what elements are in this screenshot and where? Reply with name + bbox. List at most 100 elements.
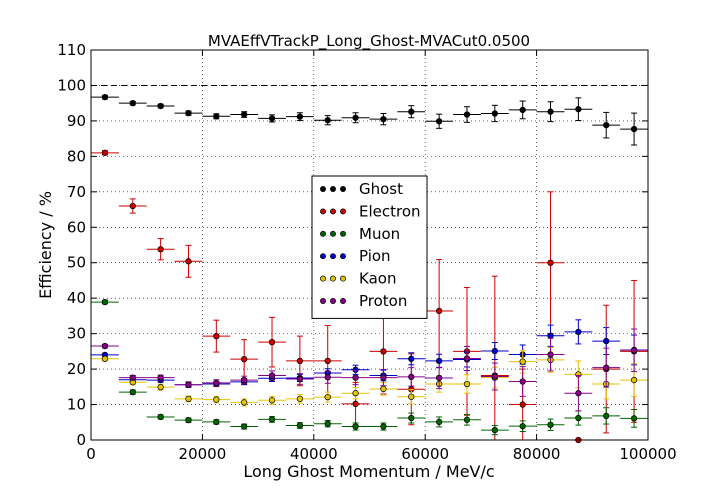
ghost-marker xyxy=(519,106,526,114)
legend-label-kaon: Kaon xyxy=(359,270,396,288)
series-ghost xyxy=(91,94,648,146)
kaon-point xyxy=(230,398,259,407)
electron-marker xyxy=(268,338,276,346)
y-tick-label: 70 xyxy=(67,183,86,201)
ghost-point xyxy=(285,112,314,122)
y-tick-label: 50 xyxy=(67,254,86,272)
proton-point xyxy=(202,379,231,387)
muon-marker xyxy=(101,298,109,306)
electron-marker xyxy=(101,149,109,156)
legend-marker-proton xyxy=(320,298,326,304)
muon-point xyxy=(146,413,175,421)
kaon-marker xyxy=(630,376,638,384)
legend-marker-proton xyxy=(340,298,346,304)
ghost-point xyxy=(564,97,593,122)
kaon-marker xyxy=(324,393,331,401)
proton-marker xyxy=(463,355,471,362)
muon-point xyxy=(369,422,398,431)
muon-marker xyxy=(463,416,471,423)
kaon-point xyxy=(341,387,370,400)
series-layer xyxy=(91,94,648,444)
muon-marker xyxy=(630,415,638,422)
legend-marker-electron xyxy=(320,208,326,215)
proton-marker xyxy=(435,374,443,382)
pion-marker xyxy=(408,355,415,362)
electron-point xyxy=(146,238,175,261)
muon-marker xyxy=(268,416,276,423)
kaon-point xyxy=(174,395,203,403)
legend-marker-kaon xyxy=(320,275,326,282)
proton-marker xyxy=(213,379,220,387)
y-tick-label: 100 xyxy=(57,76,86,94)
muon-marker xyxy=(380,423,387,430)
muon-point xyxy=(202,418,231,426)
legend-marker-electron xyxy=(340,208,346,215)
ghost-marker xyxy=(463,111,471,118)
electron-marker xyxy=(352,400,359,407)
ghost-point xyxy=(397,105,426,119)
y-tick-label: 0 xyxy=(76,431,86,449)
muon-marker xyxy=(296,422,304,429)
axes: 0 20000 40000 60000 80000 100000 0 10 20 30 40 50 60… xyxy=(57,41,676,463)
series-kaon xyxy=(91,346,648,407)
proton-marker xyxy=(157,374,164,381)
x-axis-label: Long Ghost Momentum / MeV/c xyxy=(243,462,494,481)
kaon-marker xyxy=(519,358,526,365)
proton-point xyxy=(480,362,509,391)
y-axis-label: Efficiency / % xyxy=(36,191,55,299)
electron-point xyxy=(230,339,259,380)
proton-point xyxy=(369,368,398,387)
y-tick-label: 40 xyxy=(67,289,86,307)
series-muon xyxy=(91,298,648,436)
proton-point xyxy=(620,328,648,373)
proton-marker xyxy=(324,374,331,381)
pion-marker xyxy=(575,328,582,336)
legend-marker-kaon xyxy=(340,275,346,282)
proton-marker xyxy=(519,378,526,385)
muon-point xyxy=(620,409,648,428)
pion-point xyxy=(397,352,426,366)
kaon-point xyxy=(285,394,314,404)
proton-marker xyxy=(101,342,109,350)
muon-point xyxy=(564,410,593,426)
legend-marker-pion xyxy=(340,253,346,260)
proton-point xyxy=(91,342,119,350)
kaon-point xyxy=(258,395,286,405)
electron-marker xyxy=(296,357,304,365)
ghost-point xyxy=(453,106,481,123)
proton-marker xyxy=(129,374,136,381)
legend-box xyxy=(311,175,428,319)
electron-marker xyxy=(547,259,554,266)
ghost-marker xyxy=(352,114,359,121)
legend-marker-muon xyxy=(320,230,326,237)
proton-marker xyxy=(491,373,498,380)
proton-point xyxy=(313,370,342,384)
ghost-point xyxy=(620,112,648,146)
ghost-point xyxy=(146,102,175,110)
legend-label-pion: Pion xyxy=(359,247,391,265)
electron-marker xyxy=(185,258,192,265)
proton-marker xyxy=(575,390,582,397)
ghost-point xyxy=(230,111,259,118)
legend-marker-ghost xyxy=(320,186,326,192)
ghost-marker xyxy=(268,115,276,122)
proton-point xyxy=(258,370,286,381)
proton-marker xyxy=(603,364,610,371)
muon-marker xyxy=(241,423,248,430)
kaon-point xyxy=(313,391,342,403)
muon-point xyxy=(341,422,370,431)
electron-point xyxy=(258,316,286,368)
muon-point xyxy=(118,388,147,396)
proton-marker xyxy=(296,375,304,383)
electron-marker xyxy=(380,348,387,355)
electron-point xyxy=(118,198,147,214)
legend-marker-ghost xyxy=(340,186,346,192)
kaon-marker xyxy=(380,385,387,393)
ghost-point xyxy=(258,114,286,123)
electron-point xyxy=(91,149,119,156)
series-proton xyxy=(91,328,648,412)
ghost-marker xyxy=(408,108,415,115)
muon-point xyxy=(174,416,203,424)
muon-point xyxy=(536,418,565,431)
ghost-point xyxy=(369,112,398,126)
